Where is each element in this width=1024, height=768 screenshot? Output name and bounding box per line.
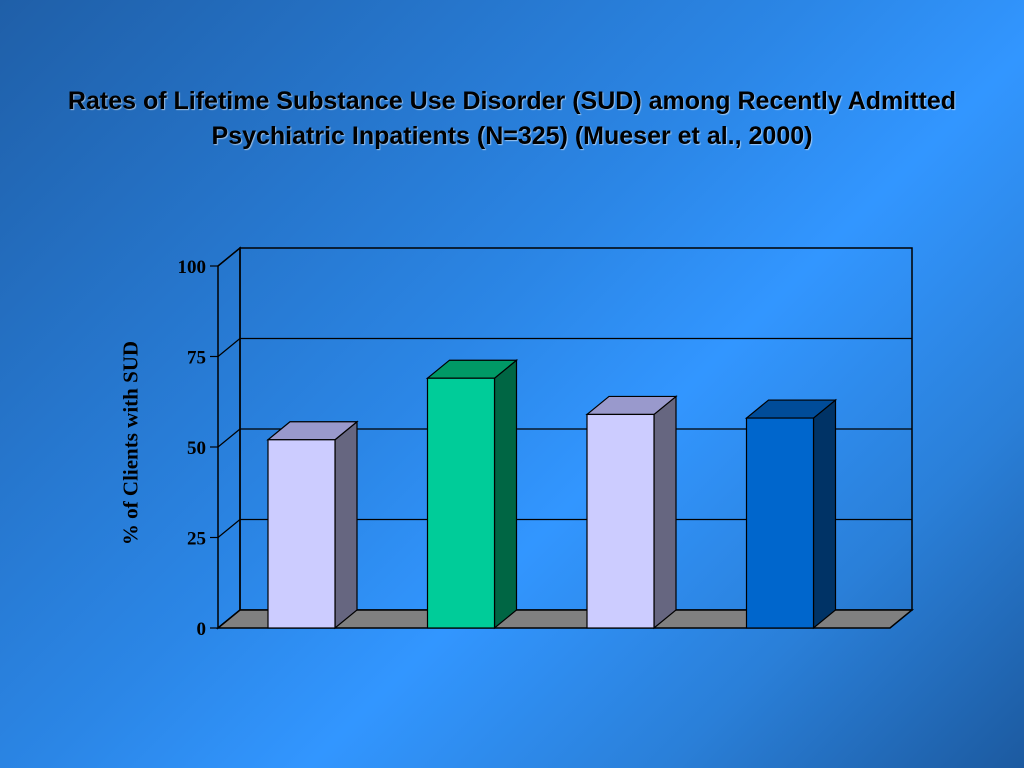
bar xyxy=(266,420,359,630)
side-gridline xyxy=(217,519,241,538)
bar-side xyxy=(493,358,518,630)
bar xyxy=(744,398,838,630)
y-tick-label: 50 xyxy=(187,438,206,459)
bar-side xyxy=(812,398,837,630)
y-tick-label: 75 xyxy=(187,348,206,369)
chart-title: Rates of Lifetime Substance Use Disorder… xyxy=(67,87,957,150)
bar xyxy=(425,358,519,630)
bar-front xyxy=(267,439,336,629)
bar-side xyxy=(334,420,358,630)
bar-side xyxy=(653,395,677,630)
side-gridline xyxy=(217,247,241,267)
y-tick-label: 0 xyxy=(197,619,207,640)
y-axis-ticks: 0 25 50 75 100 xyxy=(178,257,218,640)
y-tick-label: 100 xyxy=(178,257,207,278)
bar-front xyxy=(426,377,496,629)
bar-front xyxy=(586,413,655,629)
side-gridline xyxy=(217,338,241,357)
chart-floor xyxy=(215,609,915,629)
side-gridline xyxy=(217,428,241,448)
bar-front xyxy=(745,417,815,629)
y-tick-label: 25 xyxy=(187,529,206,550)
bars xyxy=(266,358,838,630)
bar xyxy=(585,395,678,630)
